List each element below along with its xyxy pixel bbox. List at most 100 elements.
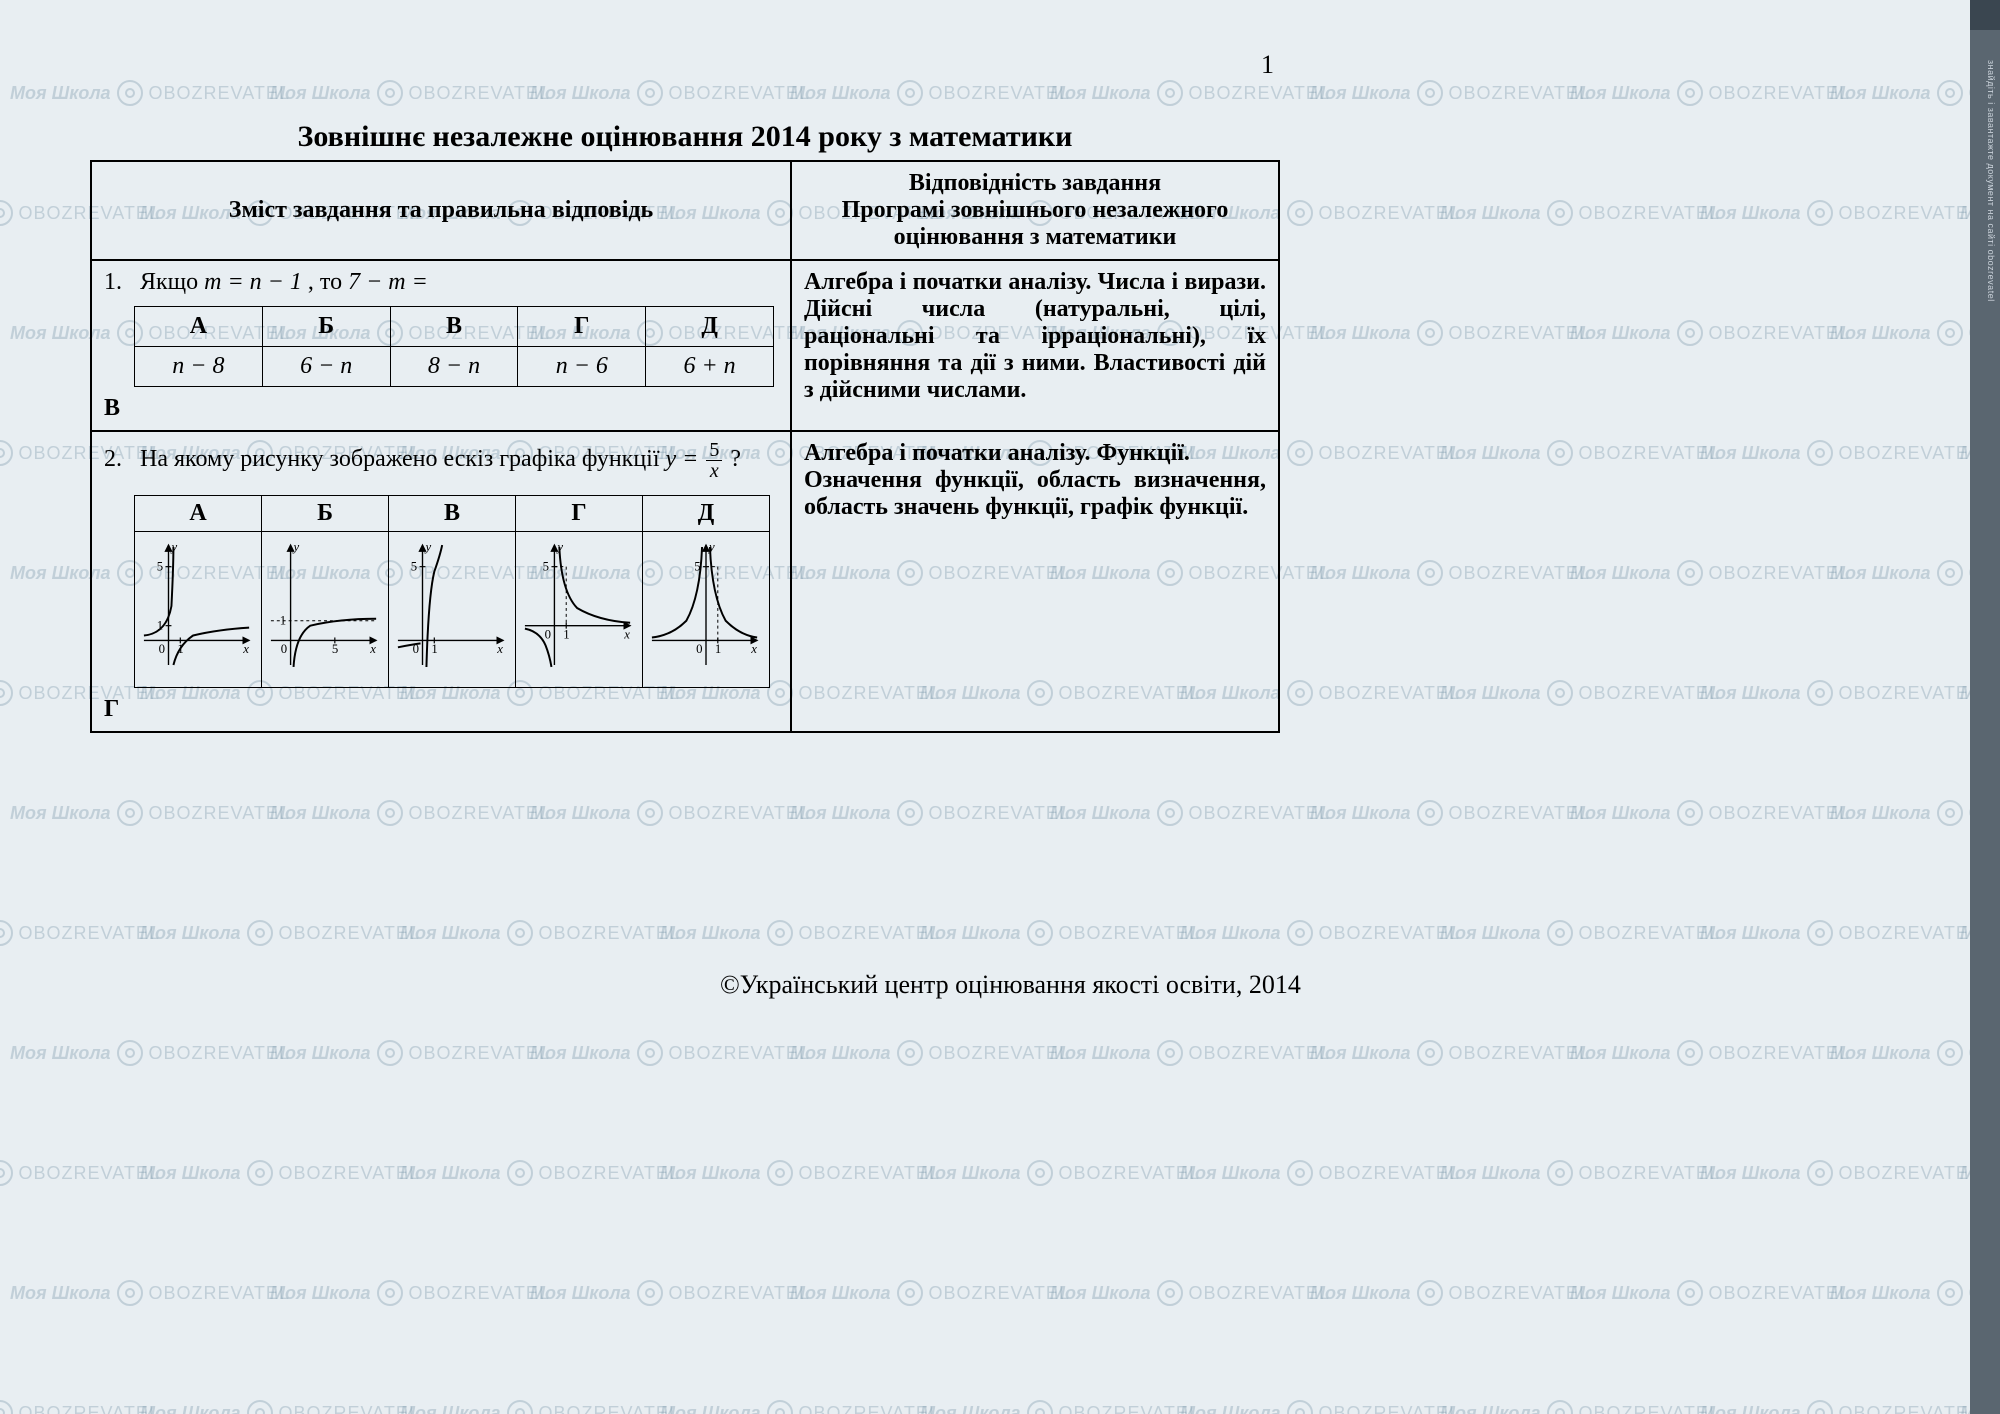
watermark-item: Моя ШколаOBOZREVATEL (10, 1280, 290, 1306)
watermark-item: Моя ШколаOBOZREVATEL (1310, 1280, 1590, 1306)
q2-frac-num: 5 (706, 440, 722, 461)
svg-text:1: 1 (715, 642, 721, 656)
q1-prompt-prefix: Якщо (140, 269, 204, 295)
q2-h-a: А (135, 496, 262, 532)
watermark-item: Моя ШколаOBOZREVATEL (920, 920, 1200, 946)
right-sidebar: знайдіть і завантажте документ на сайті … (1970, 0, 2000, 1414)
svg-text:x: x (623, 627, 630, 641)
watermark-item: Моя ШколаOBOZREVATEL (1700, 440, 1980, 466)
watermark-item: Моя ШколаOBOZREVATEL (1310, 80, 1590, 106)
row-q1: 1. Якщо m = n − 1 , то 7 − m = А Б В Г Д (91, 260, 1279, 431)
page-number: 1 (90, 50, 1280, 80)
q2-answer: Г (104, 696, 778, 723)
watermark-item: Моя ШколаOBOZREVATEL (1700, 1400, 1980, 1414)
svg-text:x: x (369, 642, 376, 656)
q1-opt-v: 8 − n (390, 347, 518, 387)
header-right-l1: Відповідність завдання (909, 170, 1161, 196)
svg-text:0: 0 (545, 627, 551, 641)
watermark-item: Моя ШколаOBOZREVATEL (1050, 1280, 1330, 1306)
svg-text:5: 5 (411, 560, 417, 574)
watermark-item: Моя ШколаOBOZREVATEL (1310, 1040, 1590, 1066)
watermark-item: Моя ШколаOBOZREVATEL (140, 1160, 420, 1186)
watermark-item: Моя ШколаOBOZREVATEL (1440, 680, 1720, 706)
watermark-item: Моя ШколаOBOZREVATEL (1440, 920, 1720, 946)
svg-text:0: 0 (281, 642, 287, 656)
q2-desc-l1: Алгебра і початки аналізу. Функції. (804, 440, 1190, 466)
watermark-item: Моя ШколаOBOZREVATEL (1570, 80, 1850, 106)
q2-graph-b: y 1 0 5 x (262, 532, 389, 688)
q1-h-a: А (135, 307, 263, 347)
q1-number: 1. (104, 269, 122, 295)
q1-eq: m = n − 1 (204, 269, 302, 295)
q2-graph-a: y 5 1 0 1 x (135, 532, 262, 688)
watermark-item: Моя ШколаOBOZREVATEL (1180, 1160, 1460, 1186)
q2-graph-g: y 5 0 1 x (516, 532, 643, 688)
watermark-item: Моя ШколаOBOZREVATEL (400, 920, 680, 946)
q2-h-b: Б (262, 496, 389, 532)
sidebar-text: знайдіть і завантажте документ на сайті … (1986, 60, 1996, 302)
q1-description: Алгебра і початки аналізу. Числа і вираз… (791, 260, 1279, 431)
q1-opt-a: n − 8 (135, 347, 263, 387)
watermark-item: Моя ШколаOBOZREVATEL (1440, 440, 1720, 466)
watermark-item: Моя ШколаOBOZREVATEL (1180, 920, 1460, 946)
svg-text:y: y (423, 540, 431, 554)
q1-content: 1. Якщо m = n − 1 , то 7 − m = А Б В Г Д (91, 260, 791, 431)
watermark-item: Моя ШколаOBOZREVATEL (1570, 1280, 1850, 1306)
svg-text:1: 1 (563, 627, 569, 641)
q2-graph-v: y 5 0 1 x (389, 532, 516, 688)
q2-prompt: На якому рисунку зображено ескіз графіка… (140, 446, 666, 472)
watermark-item: Моя ШколаOBOZREVATEL (1440, 200, 1720, 226)
q2-number: 2. (104, 446, 122, 472)
svg-text:y: y (292, 540, 300, 554)
watermark-item: Моя ШколаOBOZREVATEL (1440, 1400, 1720, 1414)
watermark-item: Моя ШколаOBOZREVATEL (530, 1040, 810, 1066)
watermark-item: Моя ШколаOBOZREVATEL (140, 1400, 420, 1414)
watermark-item: Моя ШколаOBOZREVATEL (270, 1280, 550, 1306)
watermark-item: Моя ШколаOBOZREVATEL (1050, 800, 1330, 826)
watermark-item: Моя ШколаOBOZREVATEL (1050, 1040, 1330, 1066)
watermark-item: Моя ШколаOBOZREVATEL (0, 1400, 160, 1414)
header-right-l3: оцінювання з математики (894, 224, 1177, 250)
watermark-item: Моя ШколаOBOZREVATEL (400, 1160, 680, 1186)
watermark-item: Моя ШколаOBOZREVATEL (660, 920, 940, 946)
watermark-item: Моя ШколаOBOZREVATEL (270, 1040, 550, 1066)
svg-text:x: x (750, 642, 757, 656)
q2-frac-den: x (706, 461, 722, 481)
copyright: ©Український центр оцінювання якості осв… (720, 970, 1301, 1000)
watermark-item: Моя ШколаOBOZREVATEL (530, 800, 810, 826)
corner-icon (1970, 0, 2000, 30)
q1-expr: 7 − m = (348, 269, 428, 295)
watermark-item: Моя ШколаOBOZREVATEL (1310, 320, 1590, 346)
svg-text:5: 5 (543, 560, 549, 574)
q1-h-g: Г (518, 307, 646, 347)
q2-h-g: Г (516, 496, 643, 532)
page-content: 1 Зовнішнє незалежне оцінювання 2014 рок… (90, 50, 1280, 733)
watermark-item: Моя ШколаOBOZREVATEL (270, 800, 550, 826)
q2-func-lhs: y = (666, 446, 699, 472)
q2-desc-l2: Означення функції, область визначення, о… (804, 467, 1266, 520)
svg-text:x: x (496, 642, 503, 656)
watermark-item: Моя ШколаOBOZREVATEL (1700, 920, 1980, 946)
q2-graph-d: y 5 0 1 x (643, 532, 770, 688)
watermark-item: Моя ШколаOBOZREVATEL (0, 1160, 160, 1186)
watermark-item: Моя ШколаOBOZREVATEL (790, 1280, 1070, 1306)
watermark-item: Моя ШколаOBOZREVATEL (400, 1400, 680, 1414)
watermark-item: Моя ШколаOBOZREVATEL (920, 1160, 1200, 1186)
q1-desc-text: Алгебра і початки аналізу. Числа і вираз… (804, 269, 1266, 403)
watermark-item: Моя ШколаOBOZREVATEL (1570, 320, 1850, 346)
svg-text:1: 1 (280, 614, 286, 628)
q2-h-d: Д (643, 496, 770, 532)
q2-h-v: В (389, 496, 516, 532)
svg-text:5: 5 (157, 560, 163, 574)
q1-opt-d: 6 + n (646, 347, 774, 387)
watermark-item: Моя ШколаOBOZREVATEL (790, 1040, 1070, 1066)
q1-h-d: Д (646, 307, 774, 347)
header-right: Відповідність завдання Програмі зовнішнь… (791, 161, 1279, 260)
q2-description: Алгебра і початки аналізу. Функції. Озна… (791, 431, 1279, 732)
watermark-item: Моя ШколаOBOZREVATEL (10, 800, 290, 826)
watermark-item: Моя ШколаOBOZREVATEL (1700, 200, 1980, 226)
watermark-item: Моя ШколаOBOZREVATEL (1570, 560, 1850, 586)
svg-text:5: 5 (332, 642, 338, 656)
watermark-item: Моя ШколаOBOZREVATEL (1570, 1040, 1850, 1066)
watermark-item: Моя ШколаOBOZREVATEL (1570, 800, 1850, 826)
